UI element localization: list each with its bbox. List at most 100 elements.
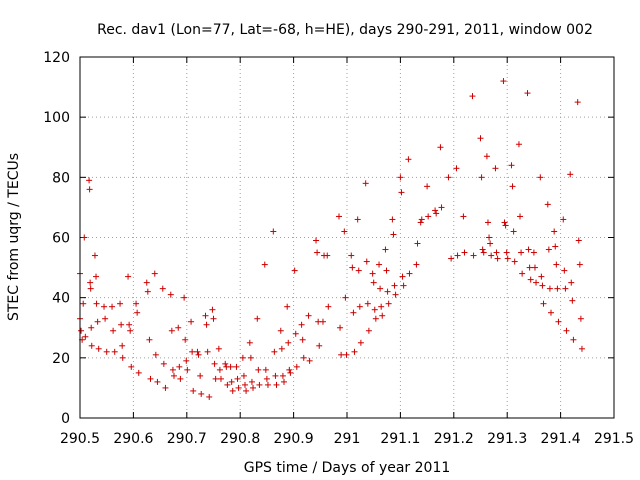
x-tick-label: 290.5 (60, 431, 100, 447)
data-point (349, 264, 356, 271)
x-tick-label: 290.8 (220, 431, 260, 447)
data-point (211, 360, 218, 367)
data-point (480, 249, 487, 256)
data-point (400, 282, 407, 289)
data-point (188, 318, 195, 325)
data-point (128, 363, 135, 370)
data-point (198, 390, 205, 397)
data-point (486, 234, 493, 241)
data-point (184, 366, 191, 373)
data-point (291, 267, 298, 274)
data-point (538, 273, 545, 280)
data-point (87, 285, 94, 292)
data-point (263, 375, 270, 382)
data-point (272, 372, 279, 379)
data-point (162, 384, 169, 391)
y-axis-label: STEC from uqrg / TECUs (6, 153, 22, 321)
data-point (501, 219, 508, 226)
data-point (469, 93, 476, 100)
data-point (78, 327, 85, 334)
data-point (348, 252, 355, 259)
data-point (118, 321, 125, 328)
data-point (424, 183, 431, 190)
data-point (271, 348, 278, 355)
data-point (160, 360, 167, 367)
data-point (209, 306, 216, 313)
data-point (261, 261, 268, 268)
data-point (399, 273, 406, 280)
data-point (554, 285, 561, 292)
data-point (569, 297, 576, 304)
data-point (553, 261, 560, 268)
data-point (379, 312, 386, 319)
data-point (250, 384, 257, 391)
data-point (578, 345, 585, 352)
data-point (540, 300, 547, 307)
data-point (127, 327, 134, 334)
plot-frame (79, 56, 615, 419)
data-point (175, 324, 182, 331)
data-point (125, 273, 132, 280)
data-point (504, 255, 511, 262)
data-point (101, 303, 108, 310)
data-point (190, 387, 197, 394)
data-point (202, 312, 209, 319)
data-point (398, 189, 405, 196)
data-point (212, 375, 219, 382)
data-point (280, 378, 287, 385)
data-point (300, 354, 307, 361)
data-point (217, 375, 224, 382)
data-point (240, 372, 247, 379)
data-point (378, 303, 385, 310)
data-point (530, 249, 537, 256)
data-point (389, 216, 396, 223)
data-point (177, 375, 184, 382)
data-point (382, 246, 389, 253)
data-point (246, 339, 253, 346)
data-point (277, 327, 284, 334)
data-point (503, 249, 510, 256)
data-point (228, 378, 235, 385)
data-point (284, 303, 291, 310)
data-point (508, 162, 515, 169)
data-point (176, 363, 183, 370)
data-point (478, 174, 485, 181)
data-point (285, 339, 292, 346)
data-point (526, 264, 533, 271)
data-point (119, 354, 126, 361)
data-point (363, 258, 370, 265)
data-point (461, 249, 468, 256)
data-point (159, 285, 166, 292)
data-point (146, 336, 153, 343)
y-tick-label: 120 (43, 50, 70, 66)
data-point (243, 387, 250, 394)
data-point (539, 282, 546, 289)
data-point (342, 294, 349, 301)
data-point (94, 318, 101, 325)
data-point (397, 174, 404, 181)
data-point (479, 246, 486, 253)
data-point (414, 240, 421, 247)
x-tick-label: 291.3 (487, 431, 527, 447)
data-point (568, 279, 575, 286)
data-point (525, 246, 532, 253)
data-point (144, 288, 151, 295)
data-point (524, 90, 531, 97)
data-point (385, 300, 392, 307)
data-point (575, 237, 582, 244)
data-point (500, 78, 507, 85)
x-tick-label: 291.5 (594, 431, 634, 447)
data-point (470, 252, 477, 259)
data-point (341, 228, 348, 235)
data-point (229, 387, 236, 394)
data-point (182, 336, 189, 343)
data-point (102, 315, 109, 322)
data-point (194, 348, 201, 355)
data-point (313, 237, 320, 244)
data-point (437, 144, 444, 151)
data-point (88, 342, 95, 349)
data-point (350, 309, 357, 316)
x-tick-label: 291.1 (380, 431, 420, 447)
data-point (88, 324, 95, 331)
data-point (365, 327, 372, 334)
